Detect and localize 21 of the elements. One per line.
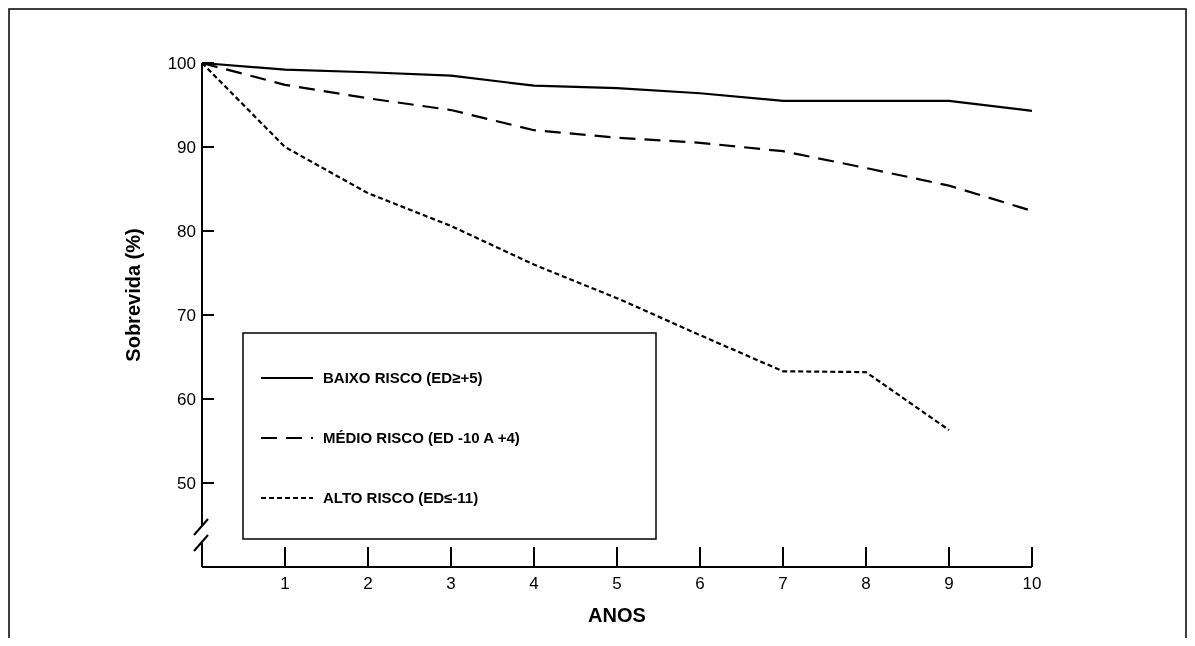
x-tick-label: 6 bbox=[695, 574, 705, 593]
y-tick-label: 60 bbox=[177, 389, 196, 409]
x-tick-label: 10 bbox=[1022, 574, 1042, 593]
y-tick-label: 80 bbox=[177, 221, 196, 241]
y-tick-label: 50 bbox=[177, 473, 196, 493]
legend-label: BAIXO RISCO (ED≥+5) bbox=[323, 369, 483, 387]
legend-label: ALTO RISCO (ED≤-11) bbox=[323, 489, 479, 507]
y-tick-label: 90 bbox=[177, 137, 196, 157]
x-tick-label: 8 bbox=[861, 574, 871, 593]
y-tick-label: 100 bbox=[167, 53, 196, 73]
x-tick-label: 9 bbox=[944, 574, 954, 593]
y-axis-title: Sobrevida (%) bbox=[122, 228, 144, 362]
x-tick-label: 4 bbox=[529, 574, 539, 593]
y-tick-label: 70 bbox=[177, 305, 196, 325]
x-tick-label: 3 bbox=[446, 574, 456, 593]
x-tick-label: 2 bbox=[363, 574, 373, 593]
legend-label: MÉDIO RISCO (ED -10 A +4) bbox=[323, 429, 520, 447]
x-axis-title: ANOS bbox=[588, 604, 646, 626]
x-tick-label: 5 bbox=[612, 574, 622, 593]
x-tick-label: 7 bbox=[778, 574, 788, 593]
x-tick-label: 1 bbox=[280, 574, 290, 593]
